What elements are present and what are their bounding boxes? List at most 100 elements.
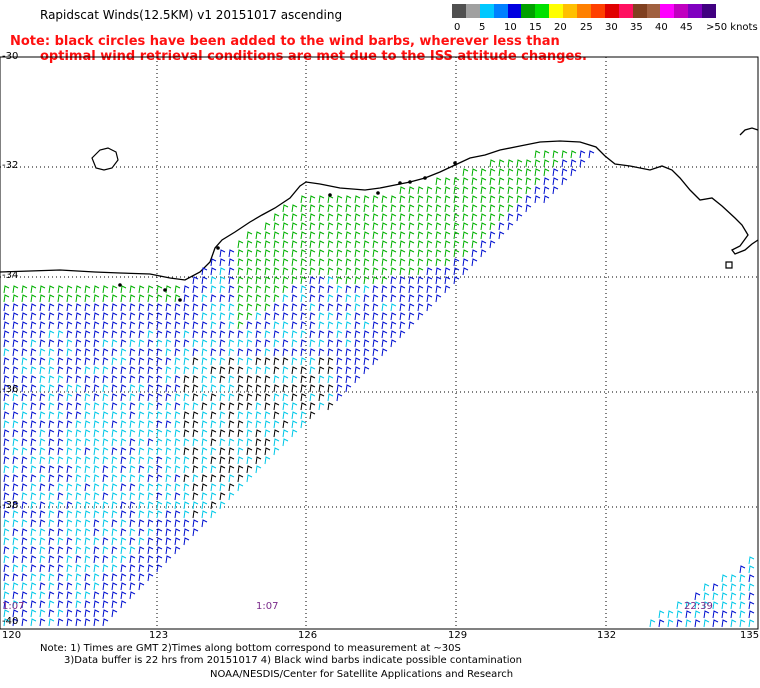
wind-barb bbox=[120, 573, 127, 582]
wind-barb bbox=[66, 528, 73, 537]
wind-barb bbox=[444, 213, 451, 222]
wind-barb bbox=[282, 294, 289, 303]
wind-barb bbox=[39, 393, 46, 402]
wind-barb bbox=[57, 411, 64, 420]
wind-barb bbox=[255, 420, 262, 429]
wind-barb bbox=[273, 384, 280, 393]
wind-barb bbox=[408, 294, 415, 303]
wind-barb bbox=[471, 258, 478, 267]
wind-barb bbox=[174, 492, 181, 501]
wind-barb bbox=[39, 330, 46, 339]
graticule bbox=[0, 56, 758, 629]
wind-barb bbox=[264, 411, 271, 420]
wind-barb bbox=[21, 330, 28, 339]
wind-barb bbox=[48, 510, 55, 519]
wind-barb bbox=[39, 456, 46, 465]
wind-barb bbox=[165, 519, 172, 528]
wind-barb bbox=[120, 303, 127, 312]
wind-barb bbox=[75, 285, 82, 294]
wind-barb bbox=[66, 375, 73, 384]
time-label-2: 1:07 bbox=[256, 601, 279, 612]
wind-barb bbox=[147, 438, 154, 447]
wind-barb bbox=[75, 501, 82, 510]
wind-barb bbox=[462, 258, 469, 267]
wind-barb bbox=[309, 330, 316, 339]
wind-barb bbox=[507, 168, 514, 177]
wind-barb bbox=[93, 555, 100, 564]
wind-barb bbox=[129, 285, 136, 294]
wind-barb bbox=[120, 339, 127, 348]
wind-barb bbox=[21, 519, 28, 528]
wind-barb bbox=[480, 186, 487, 195]
wind-barb bbox=[246, 312, 253, 321]
wind-barb bbox=[48, 285, 55, 294]
wind-barb bbox=[453, 231, 460, 240]
wind-barb bbox=[507, 204, 514, 213]
legend-swatch bbox=[577, 4, 592, 18]
wind-barb bbox=[471, 168, 478, 177]
wind-barb bbox=[21, 465, 28, 474]
wind-barb bbox=[75, 618, 82, 627]
wind-barb bbox=[192, 456, 199, 465]
wind-barb bbox=[381, 294, 388, 303]
wind-barb bbox=[192, 312, 199, 321]
wind-barb bbox=[327, 339, 334, 348]
flag-circle bbox=[423, 176, 427, 180]
wind-barb bbox=[246, 357, 253, 366]
wind-barb bbox=[363, 303, 370, 312]
wind-barb bbox=[84, 330, 91, 339]
wind-barb bbox=[300, 213, 307, 222]
wind-barb bbox=[354, 258, 361, 267]
wind-barb bbox=[102, 528, 109, 537]
wind-barb bbox=[462, 231, 469, 240]
wind-barb bbox=[219, 285, 226, 294]
wind-barb bbox=[516, 177, 523, 186]
wind-barb bbox=[354, 366, 361, 375]
wind-barb bbox=[462, 213, 469, 222]
wind-barb bbox=[201, 420, 208, 429]
wind-barb bbox=[381, 321, 388, 330]
wind-barb bbox=[327, 375, 334, 384]
wind-barb bbox=[336, 222, 343, 231]
wind-barb bbox=[84, 357, 91, 366]
wind-barb bbox=[84, 501, 91, 510]
wind-barb bbox=[255, 339, 262, 348]
wind-barb bbox=[399, 258, 406, 267]
wind-barb bbox=[354, 330, 361, 339]
wind-barb bbox=[273, 249, 280, 258]
wind-barb bbox=[21, 564, 28, 573]
legend-swatch bbox=[660, 4, 675, 18]
wind-barb bbox=[174, 384, 181, 393]
wind-barb bbox=[318, 285, 325, 294]
wind-barb bbox=[57, 438, 64, 447]
wind-barb bbox=[21, 438, 28, 447]
wind-barb bbox=[48, 519, 55, 528]
wind-barb bbox=[84, 294, 91, 303]
wind-barb bbox=[30, 321, 37, 330]
wind-barb bbox=[426, 231, 433, 240]
wind-barb bbox=[255, 321, 262, 330]
wind-barb bbox=[138, 321, 145, 330]
wind-barb bbox=[381, 240, 388, 249]
wind-barb bbox=[102, 618, 109, 627]
wind-barb bbox=[273, 213, 280, 222]
wind-barb bbox=[12, 528, 19, 537]
wind-barb bbox=[444, 186, 451, 195]
wind-barb bbox=[210, 330, 217, 339]
wind-barb bbox=[39, 429, 46, 438]
wind-barb bbox=[309, 213, 316, 222]
wind-barb bbox=[192, 501, 199, 510]
wind-barb bbox=[354, 204, 361, 213]
wind-barb bbox=[84, 420, 91, 429]
wind-barb bbox=[147, 564, 154, 573]
wind-barb bbox=[129, 339, 136, 348]
wind-barb bbox=[228, 357, 235, 366]
wind-barb bbox=[219, 294, 226, 303]
wind-barb bbox=[3, 618, 10, 627]
wind-barb bbox=[291, 384, 298, 393]
wind-barb bbox=[183, 357, 190, 366]
wind-barb bbox=[84, 321, 91, 330]
wind-barb bbox=[309, 294, 316, 303]
wind-barb bbox=[138, 501, 145, 510]
wind-barb bbox=[372, 330, 379, 339]
